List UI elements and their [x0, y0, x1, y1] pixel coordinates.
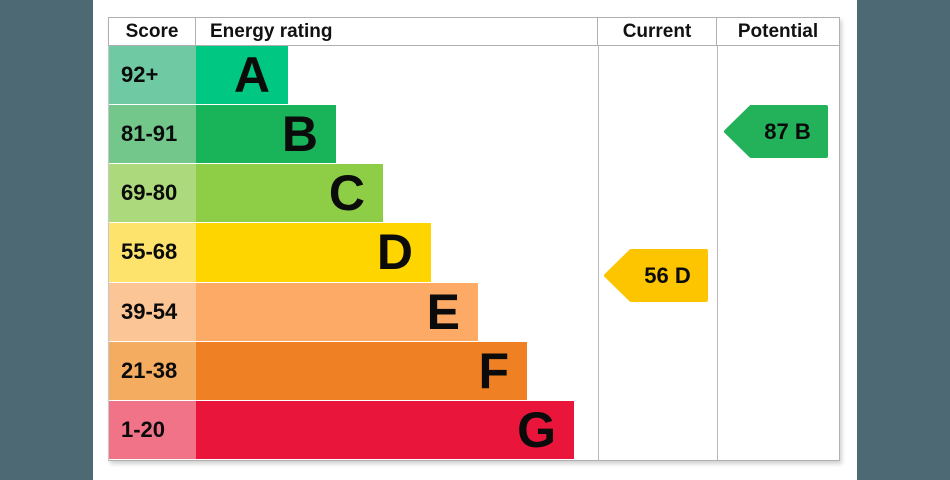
band-row-d: 55-68 D: [109, 223, 839, 283]
header-potential: Potential: [737, 20, 819, 42]
band-row-a: 92+ A: [109, 46, 839, 106]
column-divider-current: [598, 46, 599, 460]
band-bar-e: E: [196, 282, 478, 341]
band-row-g: 1-20 G: [109, 400, 839, 460]
band-bar-f: F: [196, 341, 527, 400]
table-body: 92+ A 81-91 B 69-80 C 55-68 D 39-54 E 21…: [108, 46, 840, 461]
epc-rating-table: Score Energy rating Current Potential 92…: [108, 17, 840, 461]
band-bar-d: D: [196, 223, 431, 282]
header-score: Score: [109, 18, 196, 45]
score-range-g: 1-20: [109, 400, 196, 459]
current-arrow-shape: [604, 249, 708, 302]
band-row-c: 69-80 C: [109, 164, 839, 224]
header-current: Current: [598, 18, 717, 45]
score-range-d: 55-68: [109, 223, 196, 282]
potential-arrow-label: 87 B: [764, 118, 811, 144]
score-range-f: 21-38: [109, 341, 196, 400]
score-range-e: 39-54: [109, 282, 196, 341]
band-bar-b: B: [196, 105, 336, 164]
current-arrow: 56 D: [603, 249, 708, 302]
band-row-f: 21-38 F: [109, 341, 839, 401]
current-arrow-label: 56 D: [644, 262, 691, 288]
band-bar-g: G: [196, 400, 574, 459]
score-range-c: 69-80: [109, 164, 196, 223]
score-range-b: 81-91: [109, 105, 196, 164]
band-bar-a: A: [196, 46, 288, 105]
potential-arrow-shape: [724, 105, 828, 158]
band-row-b: 81-91 B: [109, 105, 839, 165]
header-energy-rating: Energy rating: [196, 18, 598, 45]
band-row-e: 39-54 E: [109, 282, 839, 342]
column-divider-potential: [717, 46, 718, 460]
score-range-a: 92+: [109, 46, 196, 105]
band-bar-c: C: [196, 164, 383, 223]
potential-arrow: 87 B: [723, 105, 828, 158]
table-header-row: Score Energy rating Current Potential: [108, 17, 840, 46]
